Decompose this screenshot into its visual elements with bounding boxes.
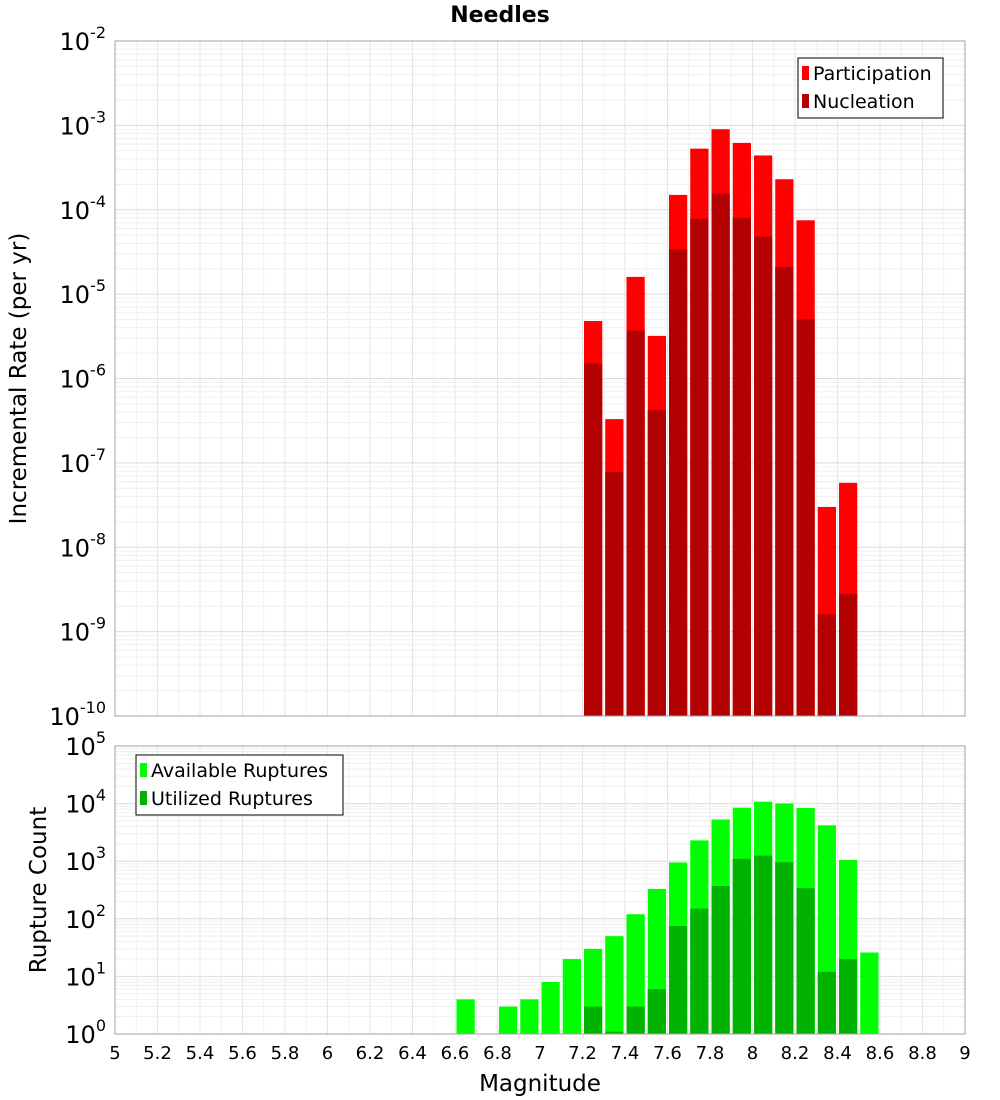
bar-utilized-ruptures xyxy=(775,862,794,1034)
bar-utilized-ruptures xyxy=(817,971,836,1034)
plot-frame xyxy=(114,745,966,1035)
legend-swatch-utilized-ruptures xyxy=(140,791,147,805)
bar-nucleation xyxy=(584,363,603,716)
y-tick-label: 10-7 xyxy=(60,445,107,478)
x-tick-label: 8.4 xyxy=(823,1043,852,1064)
bar-nucleation xyxy=(817,614,836,716)
legend-swatch-nucleation xyxy=(802,94,809,108)
legend-label: Utilized Ruptures xyxy=(151,788,313,810)
x-tick-label: 7.6 xyxy=(653,1043,682,1064)
y-tick-label: 101 xyxy=(65,958,106,991)
bar-nucleation xyxy=(626,330,645,716)
legend-label: Participation xyxy=(813,63,932,85)
bar-utilized-ruptures xyxy=(711,886,730,1034)
legend-box xyxy=(797,57,944,119)
x-tick-label: 5 xyxy=(109,1043,120,1064)
x-tick-label: 5.4 xyxy=(186,1043,215,1064)
chart-title: Needles xyxy=(450,3,550,28)
x-tick-label: 7.8 xyxy=(696,1043,725,1064)
bar-utilized-ruptures xyxy=(796,888,815,1034)
y-tick-label: 10-10 xyxy=(49,698,106,731)
y-tick-label: 102 xyxy=(65,901,106,934)
x-tick-label: 8.2 xyxy=(781,1043,810,1064)
bar-nucleation xyxy=(796,319,815,716)
x-tick-label: 7 xyxy=(534,1043,545,1064)
bar-utilized-ruptures xyxy=(605,1031,624,1034)
bar-available-ruptures xyxy=(860,952,879,1034)
bar-nucleation xyxy=(775,266,794,716)
x-tick-label: 9 xyxy=(959,1043,970,1064)
y-tick-label: 103 xyxy=(65,843,106,876)
bar-available-ruptures xyxy=(520,999,539,1034)
y-tick-label: 10-2 xyxy=(60,23,107,56)
bar-nucleation xyxy=(711,193,730,716)
legend: Participation Nucleation xyxy=(797,57,944,119)
bar-available-ruptures xyxy=(626,914,645,1034)
y-tick-label: 100 xyxy=(65,1016,106,1049)
bar-available-ruptures xyxy=(541,981,560,1034)
bar-utilized-ruptures xyxy=(839,959,858,1034)
x-tick-label: 5.6 xyxy=(228,1043,257,1064)
x-axis-label: Magnitude xyxy=(479,1071,601,1097)
bar-utilized-ruptures xyxy=(754,855,773,1034)
y-axis-label: Incremental Rate (per yr) xyxy=(6,233,32,525)
legend-label: Nucleation xyxy=(813,91,915,113)
bar-utilized-ruptures xyxy=(584,1006,603,1034)
y-tick-label: 10-9 xyxy=(60,614,107,647)
x-tick-label: 6.4 xyxy=(398,1043,427,1064)
y-tick-label: 10-4 xyxy=(60,192,107,225)
x-tick-label: 6 xyxy=(322,1043,333,1064)
y-tick-label: 10-8 xyxy=(60,529,107,562)
x-tick-label: 5.2 xyxy=(143,1043,172,1064)
bar-utilized-ruptures xyxy=(732,858,751,1034)
panel-0: 10-10 10-9 10-8 10-7 10-6 10-5 10-4 10-3 10-2 Inc… xyxy=(6,23,966,731)
x-tick-label: 6.6 xyxy=(441,1043,470,1064)
bar-available-ruptures xyxy=(499,1006,518,1034)
legend-box xyxy=(135,754,344,816)
bar-nucleation xyxy=(732,217,751,716)
bar-nucleation xyxy=(647,410,666,716)
bar-utilized-ruptures xyxy=(647,989,666,1034)
y-axis-label: Rupture Count xyxy=(26,807,52,973)
bar-utilized-ruptures xyxy=(690,908,709,1034)
y-tick-label: 104 xyxy=(65,786,106,819)
bar-nucleation xyxy=(605,471,624,716)
y-tick-label: 10-3 xyxy=(60,107,107,140)
legend-swatch-available-ruptures xyxy=(140,763,147,777)
bar-nucleation xyxy=(669,249,688,716)
x-tick-label: 8 xyxy=(747,1043,758,1064)
x-tick-label: 5.8 xyxy=(271,1043,300,1064)
x-tick-label: 6.2 xyxy=(356,1043,385,1064)
bar-utilized-ruptures xyxy=(669,925,688,1034)
bar-utilized-ruptures xyxy=(626,1006,645,1034)
panel-1: 100 101 102 103 104 105 Rupture Count 5 5.2 5.4 5.… xyxy=(26,728,971,1097)
legend-label: Available Ruptures xyxy=(151,760,328,782)
bar-available-ruptures xyxy=(456,999,475,1034)
bar-nucleation xyxy=(839,593,858,716)
bar-nucleation xyxy=(754,236,773,716)
y-tick-label: 105 xyxy=(65,728,106,761)
x-tick-label: 8.8 xyxy=(908,1043,937,1064)
x-tick-label: 7.4 xyxy=(611,1043,640,1064)
y-tick-label: 10-6 xyxy=(60,361,107,394)
bar-available-ruptures xyxy=(605,936,624,1034)
legend-swatch-participation xyxy=(802,66,809,80)
bar-nucleation xyxy=(690,218,709,716)
legend: Available Ruptures Utilized Ruptures xyxy=(135,754,344,816)
x-tick-label: 6.8 xyxy=(483,1043,512,1064)
x-tick-label: 7.2 xyxy=(568,1043,597,1064)
plot-frame xyxy=(114,40,966,717)
bar-available-ruptures xyxy=(562,959,581,1034)
y-tick-label: 10-5 xyxy=(60,276,107,309)
x-tick-label: 8.6 xyxy=(866,1043,895,1064)
